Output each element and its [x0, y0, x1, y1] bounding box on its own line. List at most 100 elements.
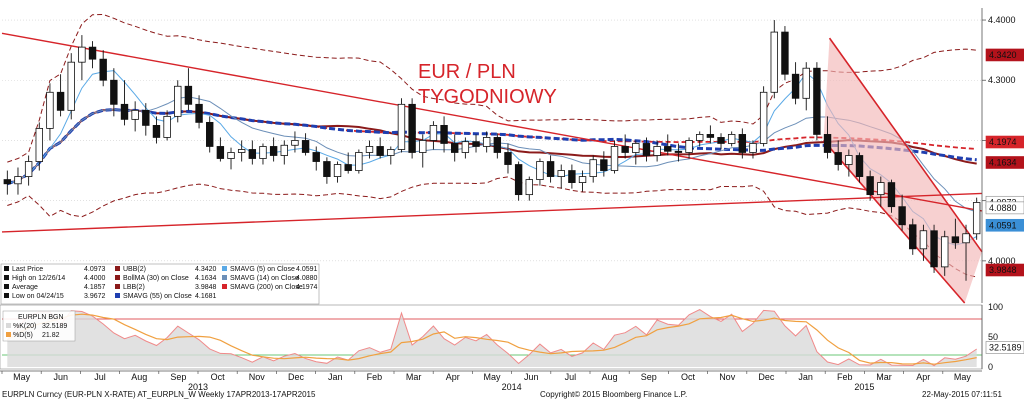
footer-copyright: Copyright© 2015 Bloomberg Finance L.P.	[540, 390, 687, 399]
candle	[514, 161, 523, 201]
candle-body	[568, 170, 576, 183]
candle-body	[898, 206, 906, 226]
candle-body	[930, 230, 938, 268]
candle-body	[504, 152, 512, 165]
price-tag	[985, 218, 1024, 232]
legend-label: UBB(2)	[123, 266, 146, 273]
candle-body	[195, 103, 203, 123]
candle-body	[877, 182, 885, 196]
candle	[323, 157, 331, 184]
candle	[941, 230, 949, 276]
legend-value: 4.3420	[195, 266, 217, 273]
candle-body	[770, 31, 778, 93]
candle	[35, 122, 43, 171]
candle-body	[174, 85, 182, 117]
candle-body	[301, 140, 310, 153]
candle	[802, 62, 810, 111]
candle	[174, 80, 182, 123]
candle	[110, 68, 118, 117]
candle-body	[972, 202, 981, 235]
month-tick-label: Jan	[328, 372, 343, 382]
price-tick-label: 4.0000	[988, 256, 1016, 266]
candle-body	[99, 58, 107, 81]
candle	[237, 140, 246, 162]
candle	[56, 74, 65, 117]
candle	[195, 95, 203, 129]
time-axis: May Jun Jul Aug Sep Oct Nov Dec Jan Feb Mar Apr May J…	[0, 370, 982, 392]
candle-body	[536, 161, 544, 180]
candle-body	[632, 143, 640, 153]
month-tick-label: May	[954, 372, 972, 382]
legend-label: Last Price	[12, 266, 43, 273]
down-channel-lower-line	[822, 139, 966, 304]
legend-label: BollMA (30) on Close	[123, 275, 189, 282]
candle	[696, 131, 704, 147]
stochastic-d-line	[6, 313, 977, 365]
candle	[67, 53, 75, 120]
candle-body	[163, 115, 171, 138]
candle	[408, 98, 416, 159]
long-downtrend-line	[1, 32, 983, 212]
month-tick-label: May	[13, 372, 31, 382]
candle	[930, 224, 938, 273]
candle-body	[642, 143, 651, 156]
candle-body	[259, 146, 267, 159]
candle	[717, 133, 725, 150]
candle-body	[67, 61, 75, 111]
year-label: 2013	[188, 382, 208, 392]
candle-body	[429, 124, 438, 141]
price-tag	[985, 201, 1024, 215]
candle	[259, 143, 267, 165]
candle	[909, 218, 917, 255]
month-tick-label: Aug	[602, 372, 618, 382]
candle-body	[855, 155, 864, 177]
candle	[621, 134, 629, 159]
year-label: 2015	[854, 382, 874, 392]
price-tags: 4.34204.19744.16344.09734.08804.05913.98…	[985, 48, 1024, 277]
candles	[3, 20, 981, 281]
candle	[866, 170, 874, 201]
candle	[493, 133, 502, 159]
candle	[898, 194, 906, 231]
candle-body	[482, 137, 491, 147]
candle	[578, 170, 587, 192]
candle-body	[248, 149, 257, 159]
candle-body	[387, 149, 395, 156]
month-tick-label: Feb	[367, 372, 383, 382]
legend-label: SMAVG (55) on Close	[123, 293, 192, 300]
candle	[440, 116, 448, 153]
candle	[813, 62, 821, 141]
candle	[99, 50, 107, 87]
legend-value: 3.9672	[84, 293, 106, 300]
candle	[504, 143, 512, 174]
legend-swatch	[115, 275, 120, 280]
candle	[248, 140, 257, 165]
candle	[355, 149, 363, 174]
annotation-line-1: EUR / PLN	[418, 61, 516, 83]
month-tick-label: Dec	[288, 372, 305, 382]
candle	[482, 131, 491, 153]
candle-body	[312, 152, 320, 162]
candle-body	[237, 149, 246, 153]
price-tag-label: 4.1634	[989, 157, 1017, 167]
candle-body	[472, 141, 480, 147]
legend-box: Last Price 4.0973 High on 12/26/14 4.4000 Av…	[0, 263, 320, 305]
chart-annotation: EUR / PLN TYGODNIOWY	[418, 61, 557, 108]
candle-body	[834, 152, 842, 165]
candle-body	[131, 109, 139, 120]
candle	[962, 224, 970, 281]
legend-label: SMAVG (14) on Close	[230, 275, 299, 282]
legend-swatch	[4, 293, 9, 298]
candle-body	[269, 146, 278, 156]
oscillator-tick-label: 100	[988, 302, 1003, 312]
candle	[280, 140, 288, 165]
candle	[152, 116, 161, 144]
candle	[877, 176, 885, 207]
month-tick-label: Apr	[446, 372, 460, 382]
candle-body	[951, 236, 960, 244]
legend-swatch	[115, 266, 120, 271]
candle	[770, 20, 778, 99]
footer-left: EURPLN Curncy (EUR-PLN X-RATE) AT_EURPLN…	[2, 390, 316, 399]
candle-body	[344, 164, 352, 171]
candle-body	[24, 161, 33, 177]
